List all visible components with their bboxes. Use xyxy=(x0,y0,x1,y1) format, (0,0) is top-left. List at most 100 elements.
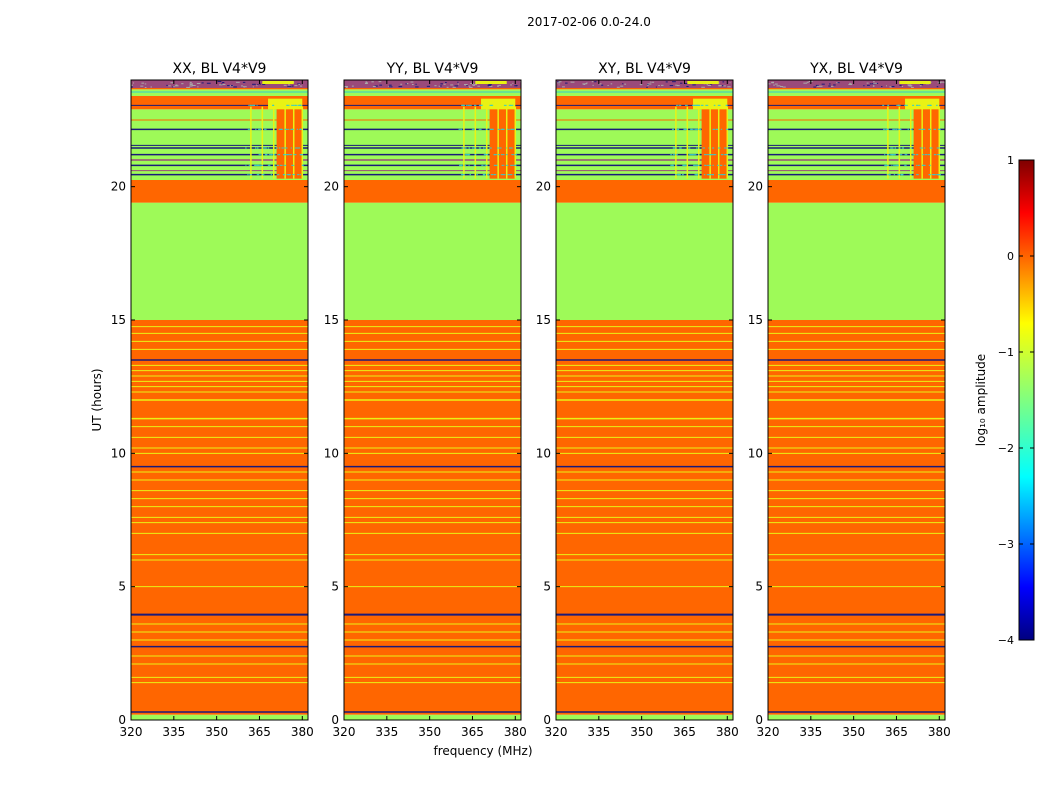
speckle xyxy=(702,147,705,149)
heatmap-band xyxy=(344,180,521,203)
figure-title: 2017-02-06 0.0-24.0 xyxy=(527,15,651,29)
speckle xyxy=(720,174,724,176)
speckle xyxy=(712,164,714,166)
speckle xyxy=(683,164,687,166)
speckle xyxy=(131,86,133,88)
speckle xyxy=(916,164,918,166)
speckle xyxy=(685,164,687,166)
speckle xyxy=(282,174,285,176)
speckle xyxy=(849,82,852,84)
speckle xyxy=(351,85,354,87)
speckle xyxy=(379,84,383,86)
speckle xyxy=(893,164,895,166)
y-tick-label: 10 xyxy=(536,446,551,460)
panel-frame xyxy=(130,79,309,721)
speckle xyxy=(292,174,296,176)
speckle xyxy=(181,83,184,85)
speckle xyxy=(692,104,694,106)
rfi-block xyxy=(693,98,728,110)
speckle xyxy=(904,104,906,106)
speckle xyxy=(168,85,171,87)
speckle xyxy=(482,174,486,176)
speckle xyxy=(837,82,840,84)
speckle xyxy=(487,85,491,87)
speckle xyxy=(497,85,499,87)
speckle xyxy=(780,86,784,88)
speckle xyxy=(291,104,293,106)
speckle xyxy=(562,86,565,88)
speckle xyxy=(257,83,259,85)
speckle xyxy=(717,164,719,166)
speckle xyxy=(446,86,449,88)
speckle xyxy=(719,164,723,166)
speckle xyxy=(264,147,267,149)
speckle xyxy=(278,147,281,149)
panel-frame xyxy=(767,79,946,721)
speckle xyxy=(813,86,817,88)
speckle xyxy=(288,128,290,130)
speckle xyxy=(690,154,693,156)
panel-title: XX, BL V4*V9 xyxy=(173,61,267,77)
x-tick-label: 380 xyxy=(504,725,527,739)
speckle xyxy=(724,147,728,149)
speckle xyxy=(514,164,517,166)
heatmap-band xyxy=(344,714,521,720)
speckle xyxy=(189,81,192,83)
speckle xyxy=(497,147,500,149)
speckle xyxy=(257,147,259,149)
x-axis-label: frequency (MHz) xyxy=(433,744,532,758)
speckle xyxy=(465,147,467,149)
y-tick-label: 20 xyxy=(748,180,763,194)
heatmap-cells xyxy=(131,80,308,720)
speckle xyxy=(294,104,296,106)
speckle xyxy=(493,154,496,156)
speckle xyxy=(702,104,704,106)
speckle xyxy=(714,154,717,156)
speckle xyxy=(201,82,204,84)
y-tick-label: 20 xyxy=(111,180,126,194)
speckle xyxy=(473,104,477,106)
speckle xyxy=(696,164,700,166)
speckle xyxy=(676,104,678,106)
speckle xyxy=(458,128,461,130)
speckle xyxy=(500,174,504,176)
speckle xyxy=(258,128,261,130)
speckle xyxy=(909,147,913,149)
speckle xyxy=(285,154,289,156)
speckle xyxy=(505,147,507,149)
speckle xyxy=(483,154,486,156)
speckle xyxy=(484,164,488,166)
speckle xyxy=(509,128,511,130)
x-tick-label: 380 xyxy=(716,725,739,739)
speckle xyxy=(294,85,298,87)
speckle xyxy=(461,104,464,106)
speckle xyxy=(496,164,498,166)
speckle xyxy=(723,85,726,87)
speckle xyxy=(701,86,705,88)
y-tick-label: 10 xyxy=(324,446,339,460)
speckle xyxy=(286,104,290,106)
speckle xyxy=(298,83,300,85)
speckle xyxy=(937,174,941,176)
speckle xyxy=(678,104,682,106)
speckle xyxy=(688,147,691,149)
speckle xyxy=(512,164,514,166)
speckle xyxy=(901,85,904,87)
speckle xyxy=(296,147,300,149)
speckle xyxy=(499,147,502,149)
speckle xyxy=(144,86,147,88)
top-strip xyxy=(131,80,308,88)
speckle xyxy=(389,84,392,86)
speckle xyxy=(468,164,470,166)
speckle xyxy=(505,164,509,166)
heatmap-band xyxy=(768,96,945,110)
speckle xyxy=(698,128,702,130)
speckle xyxy=(245,147,247,149)
speckle xyxy=(931,174,935,176)
x-tick-label: 350 xyxy=(205,725,228,739)
speckle xyxy=(468,147,471,149)
speckle xyxy=(690,128,693,130)
speckle xyxy=(478,128,482,130)
speckle xyxy=(276,164,279,166)
speckle xyxy=(405,83,407,85)
